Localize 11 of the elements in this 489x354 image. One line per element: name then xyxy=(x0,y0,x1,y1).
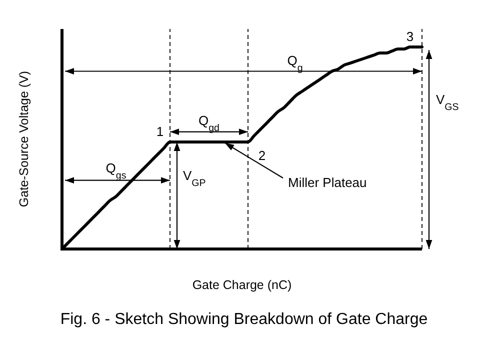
annotation: Miller Plateau xyxy=(288,175,367,190)
annotation: 1 xyxy=(156,124,164,139)
text: 3 xyxy=(406,29,414,44)
annotation: V$_{GP}$ xyxy=(183,168,206,188)
ref-line-label: Q$_{g}$ xyxy=(287,53,303,74)
y-axis-title: Gate-Source Voltage (V) xyxy=(17,70,31,208)
annotation: Q$_{gd}$ xyxy=(198,112,220,134)
x-axis-title: Gate Charge (nC) xyxy=(192,278,292,292)
text: Fig. 6 - Sketch Showing Breakdown of Gate Charge xyxy=(60,311,428,328)
text: V$_{GS}$ xyxy=(436,92,460,112)
annotation: 2 xyxy=(258,148,266,163)
